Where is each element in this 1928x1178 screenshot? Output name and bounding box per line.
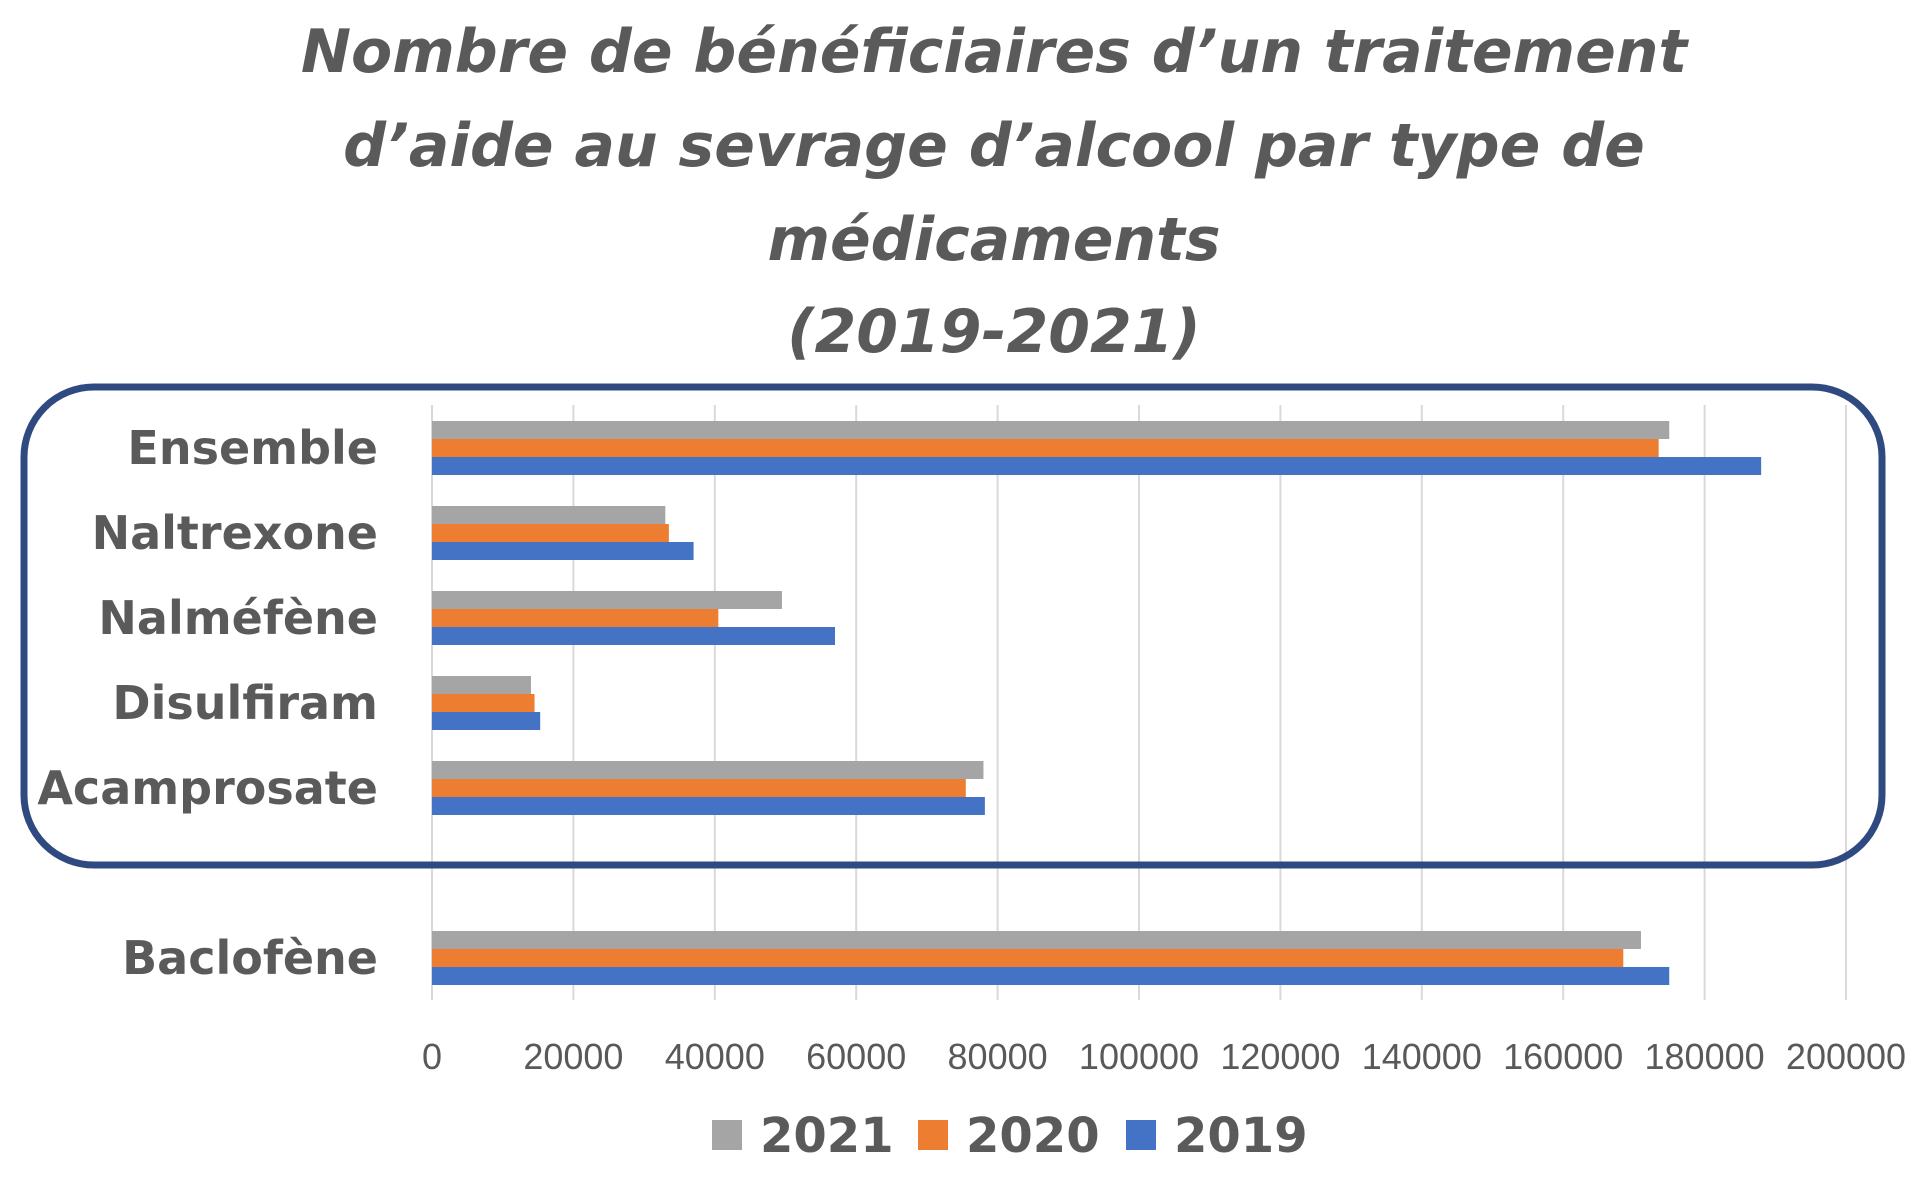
bar-naltrexone-2020 (432, 524, 669, 542)
x-tick-label: 40000 (665, 1036, 765, 1077)
x-axis-ticks: 0 20000 40000 60000 80000 100000 120000 140000 1… (422, 1036, 1906, 1077)
bar-naltrexone-2019 (432, 542, 694, 560)
chart-title-line-2: d’aide au sevrage d’alcool par type de (343, 111, 1645, 181)
highlight-box-outline (20, 383, 1886, 869)
legend-swatch-2020 (918, 1120, 948, 1150)
x-tick-label: 0 (422, 1036, 442, 1077)
bar-acamprosate-2019 (432, 797, 985, 815)
x-tick-label: 20000 (523, 1036, 623, 1077)
x-tick-label: 180000 (1645, 1036, 1765, 1077)
bar-nalmefene-2020 (432, 609, 719, 627)
bar-baclofene-2021 (432, 931, 1641, 949)
x-tick-label: 140000 (1362, 1036, 1482, 1077)
x-tick-label: 200000 (1786, 1036, 1906, 1077)
highlight-box (20, 383, 1886, 869)
bar-ensemble-2019 (432, 457, 1762, 475)
bar-acamprosate-2021 (432, 761, 984, 779)
bar-naltrexone-2021 (432, 506, 666, 524)
bar-baclofene-2019 (432, 967, 1670, 985)
legend-label-2019: 2019 (1174, 1108, 1308, 1164)
bar-ensemble-2021 (432, 421, 1670, 439)
chart-title-line-3: médicaments (767, 205, 1220, 275)
category-label-baclofene: Baclofène (122, 931, 378, 985)
category-label-nalmefene: Nalméfène (98, 591, 378, 645)
bar-nalmefene-2019 (432, 627, 835, 645)
bar-disulfiram-2019 (432, 712, 541, 730)
x-tick-label: 160000 (1503, 1036, 1623, 1077)
legend-swatch-2021 (712, 1120, 742, 1150)
legend-label-2021: 2021 (760, 1108, 894, 1164)
gridlines (431, 405, 1847, 1000)
x-tick-label: 120000 (1220, 1036, 1340, 1077)
bar-ensemble-2020 (432, 439, 1659, 457)
bar-baclofene-2020 (432, 949, 1624, 967)
bar-disulfiram-2020 (432, 694, 535, 712)
chart-title-line-4: (2019-2021) (787, 297, 1201, 367)
category-label-acamprosate: Acamprosate (37, 761, 378, 815)
x-tick-label: 100000 (1079, 1036, 1199, 1077)
category-label-disulfiram: Disulfiram (112, 676, 378, 730)
bar-acamprosate-2020 (432, 779, 966, 797)
legend: 2021 2020 2019 (712, 1108, 1308, 1164)
legend-swatch-2019 (1126, 1120, 1156, 1150)
chart-title: Nombre de bénéficiaires d’un traitement … (301, 17, 1690, 367)
chart-title-line-1: Nombre de bénéficiaires d’un traitement (301, 17, 1690, 87)
category-label-ensemble: Ensemble (127, 421, 378, 475)
bars (432, 421, 1762, 985)
x-tick-label: 80000 (948, 1036, 1048, 1077)
category-labels: Ensemble Naltrexone Nalméfène Disulfiram Aca… (37, 421, 378, 985)
bar-disulfiram-2021 (432, 676, 531, 694)
category-label-naltrexone: Naltrexone (92, 506, 378, 560)
x-tick-label: 60000 (806, 1036, 906, 1077)
legend-label-2020: 2020 (966, 1108, 1100, 1164)
bar-nalmefene-2021 (432, 591, 782, 609)
